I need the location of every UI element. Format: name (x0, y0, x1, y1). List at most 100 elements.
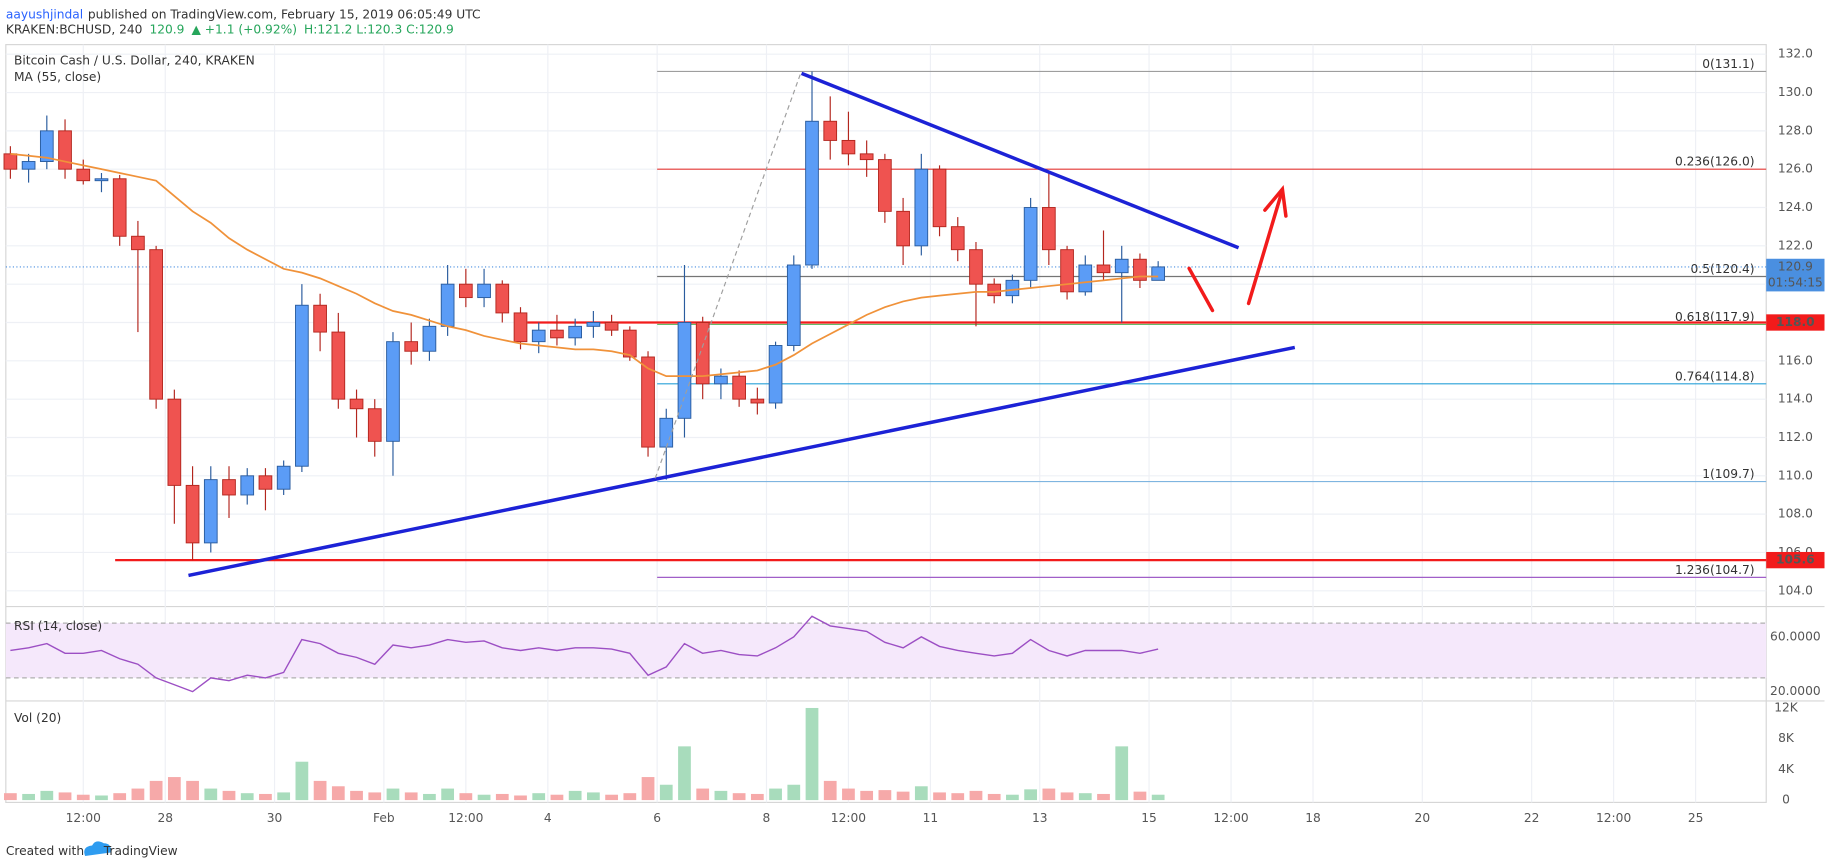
volume-bar (823, 780, 837, 801)
published: published on TradingView.com, February 1… (88, 7, 481, 21)
fib-label: 1(109.7) (1702, 467, 1754, 481)
volume-bar (878, 790, 892, 801)
volume-bar (350, 790, 363, 801)
y-tick-label: 132.0 (1778, 47, 1813, 61)
volume-bar (186, 780, 199, 801)
candle-body (94, 178, 109, 182)
author[interactable]: aayushjindal (6, 7, 83, 21)
footer-brand[interactable]: TradingView (103, 844, 178, 858)
trendline (188, 345, 1296, 578)
candle-body (878, 159, 892, 212)
fib-connector (654, 72, 802, 479)
candle-body (859, 153, 874, 161)
volume-bar (259, 793, 272, 801)
volume-bar (732, 793, 746, 801)
price-tag (1766, 551, 1825, 569)
symbol-line: KRAKEN:BCHUSD, 240 120.9 ▲ +1.1 (+0.92%) H:… (6, 22, 454, 36)
fib-label: 0.5(120.4) (1691, 262, 1755, 276)
candle-body (58, 130, 72, 170)
volume-legend: Vol (20) (14, 711, 61, 725)
candle-body (987, 283, 1002, 297)
y-tick-label: 112.0 (1778, 430, 1813, 444)
brand-logo (84, 841, 111, 857)
volume-tick-label: 0 (1782, 793, 1790, 807)
volume-bar (1024, 789, 1038, 801)
volume-bar (605, 794, 618, 801)
volume-bar (1097, 793, 1110, 801)
volume-bar (842, 788, 855, 801)
arrow-up (1246, 192, 1283, 306)
volume-bar (441, 788, 455, 801)
volume-bar (295, 761, 309, 801)
candle-body (568, 325, 583, 339)
fib-label: 0.764(114.8) (1675, 369, 1755, 383)
volume-bar (40, 790, 54, 801)
last-price: 120.9 (149, 22, 184, 36)
candle-body (969, 249, 983, 285)
volume-bar (240, 793, 254, 801)
volume-bar (951, 793, 965, 801)
y-tick-label: 130.0 (1778, 85, 1813, 99)
volume-bar (1078, 793, 1092, 801)
volume-bar (750, 793, 764, 801)
volume-bar (477, 794, 491, 801)
price-tag-label: 105.6 (1776, 553, 1815, 567)
chart-frame (5, 44, 1767, 803)
candle-body (149, 249, 163, 400)
fib-label: 1.236(104.7) (1675, 563, 1755, 577)
change: ▲ +1.1 (+0.92%) (191, 22, 297, 36)
volume-bar (1133, 791, 1147, 801)
volume-bar (113, 793, 127, 801)
volume-bar (933, 792, 946, 801)
volume-bar (787, 784, 801, 801)
y-tick-label: 124.0 (1778, 200, 1813, 214)
volume-bar (1151, 794, 1165, 801)
fib-label: 0(131.1) (1702, 57, 1754, 71)
candle-body (732, 375, 746, 400)
candle-body (914, 168, 929, 247)
candle-body (586, 322, 601, 327)
arrows (1187, 184, 1288, 313)
volume-bar (95, 795, 108, 801)
volume-bar (696, 788, 710, 801)
volume-bar (313, 780, 327, 801)
x-tick-label: 15 (1141, 811, 1157, 825)
candle-body (622, 329, 637, 358)
ma-line (10, 152, 1159, 378)
x-tick-label: 4 (544, 811, 552, 825)
candle-body (240, 475, 255, 496)
candle-body (695, 322, 710, 385)
x-tick-label: 28 (157, 811, 173, 825)
volume-bar (131, 788, 145, 801)
candle-body (477, 283, 491, 299)
chart-title: Bitcoin Cash / U.S. Dollar, 240, KRAKEN (14, 53, 255, 67)
volume-bar (550, 794, 564, 801)
footer-created: Created with (6, 844, 84, 858)
volume-bar (1060, 792, 1074, 801)
y-tick-label: 110.0 (1778, 468, 1813, 482)
volume-bar (641, 777, 655, 801)
volume-bar (1042, 788, 1056, 801)
rsi-tick-label: 20.0000 (1770, 684, 1821, 698)
candle-body (841, 139, 856, 155)
candle-body (750, 398, 765, 404)
volume-bar (514, 795, 527, 801)
volume-bar (22, 793, 35, 801)
volume-tick-label: 8K (1778, 731, 1795, 745)
candle-body (677, 322, 692, 419)
volume-bar (167, 777, 181, 801)
y-tick-label: 108.0 (1778, 507, 1813, 521)
price-tag (1766, 314, 1825, 331)
candle-body (768, 345, 783, 404)
candle-body (1078, 264, 1093, 293)
candle-body (386, 341, 400, 442)
volume-bar (860, 790, 874, 801)
candle-body (932, 168, 947, 228)
x-tick-label: 12:00 (1596, 811, 1631, 825)
volume-bar (4, 793, 17, 801)
candle-body (714, 375, 728, 385)
volume-bar (204, 788, 218, 801)
volume-bar (404, 792, 418, 801)
volume-bar (1006, 794, 1019, 801)
